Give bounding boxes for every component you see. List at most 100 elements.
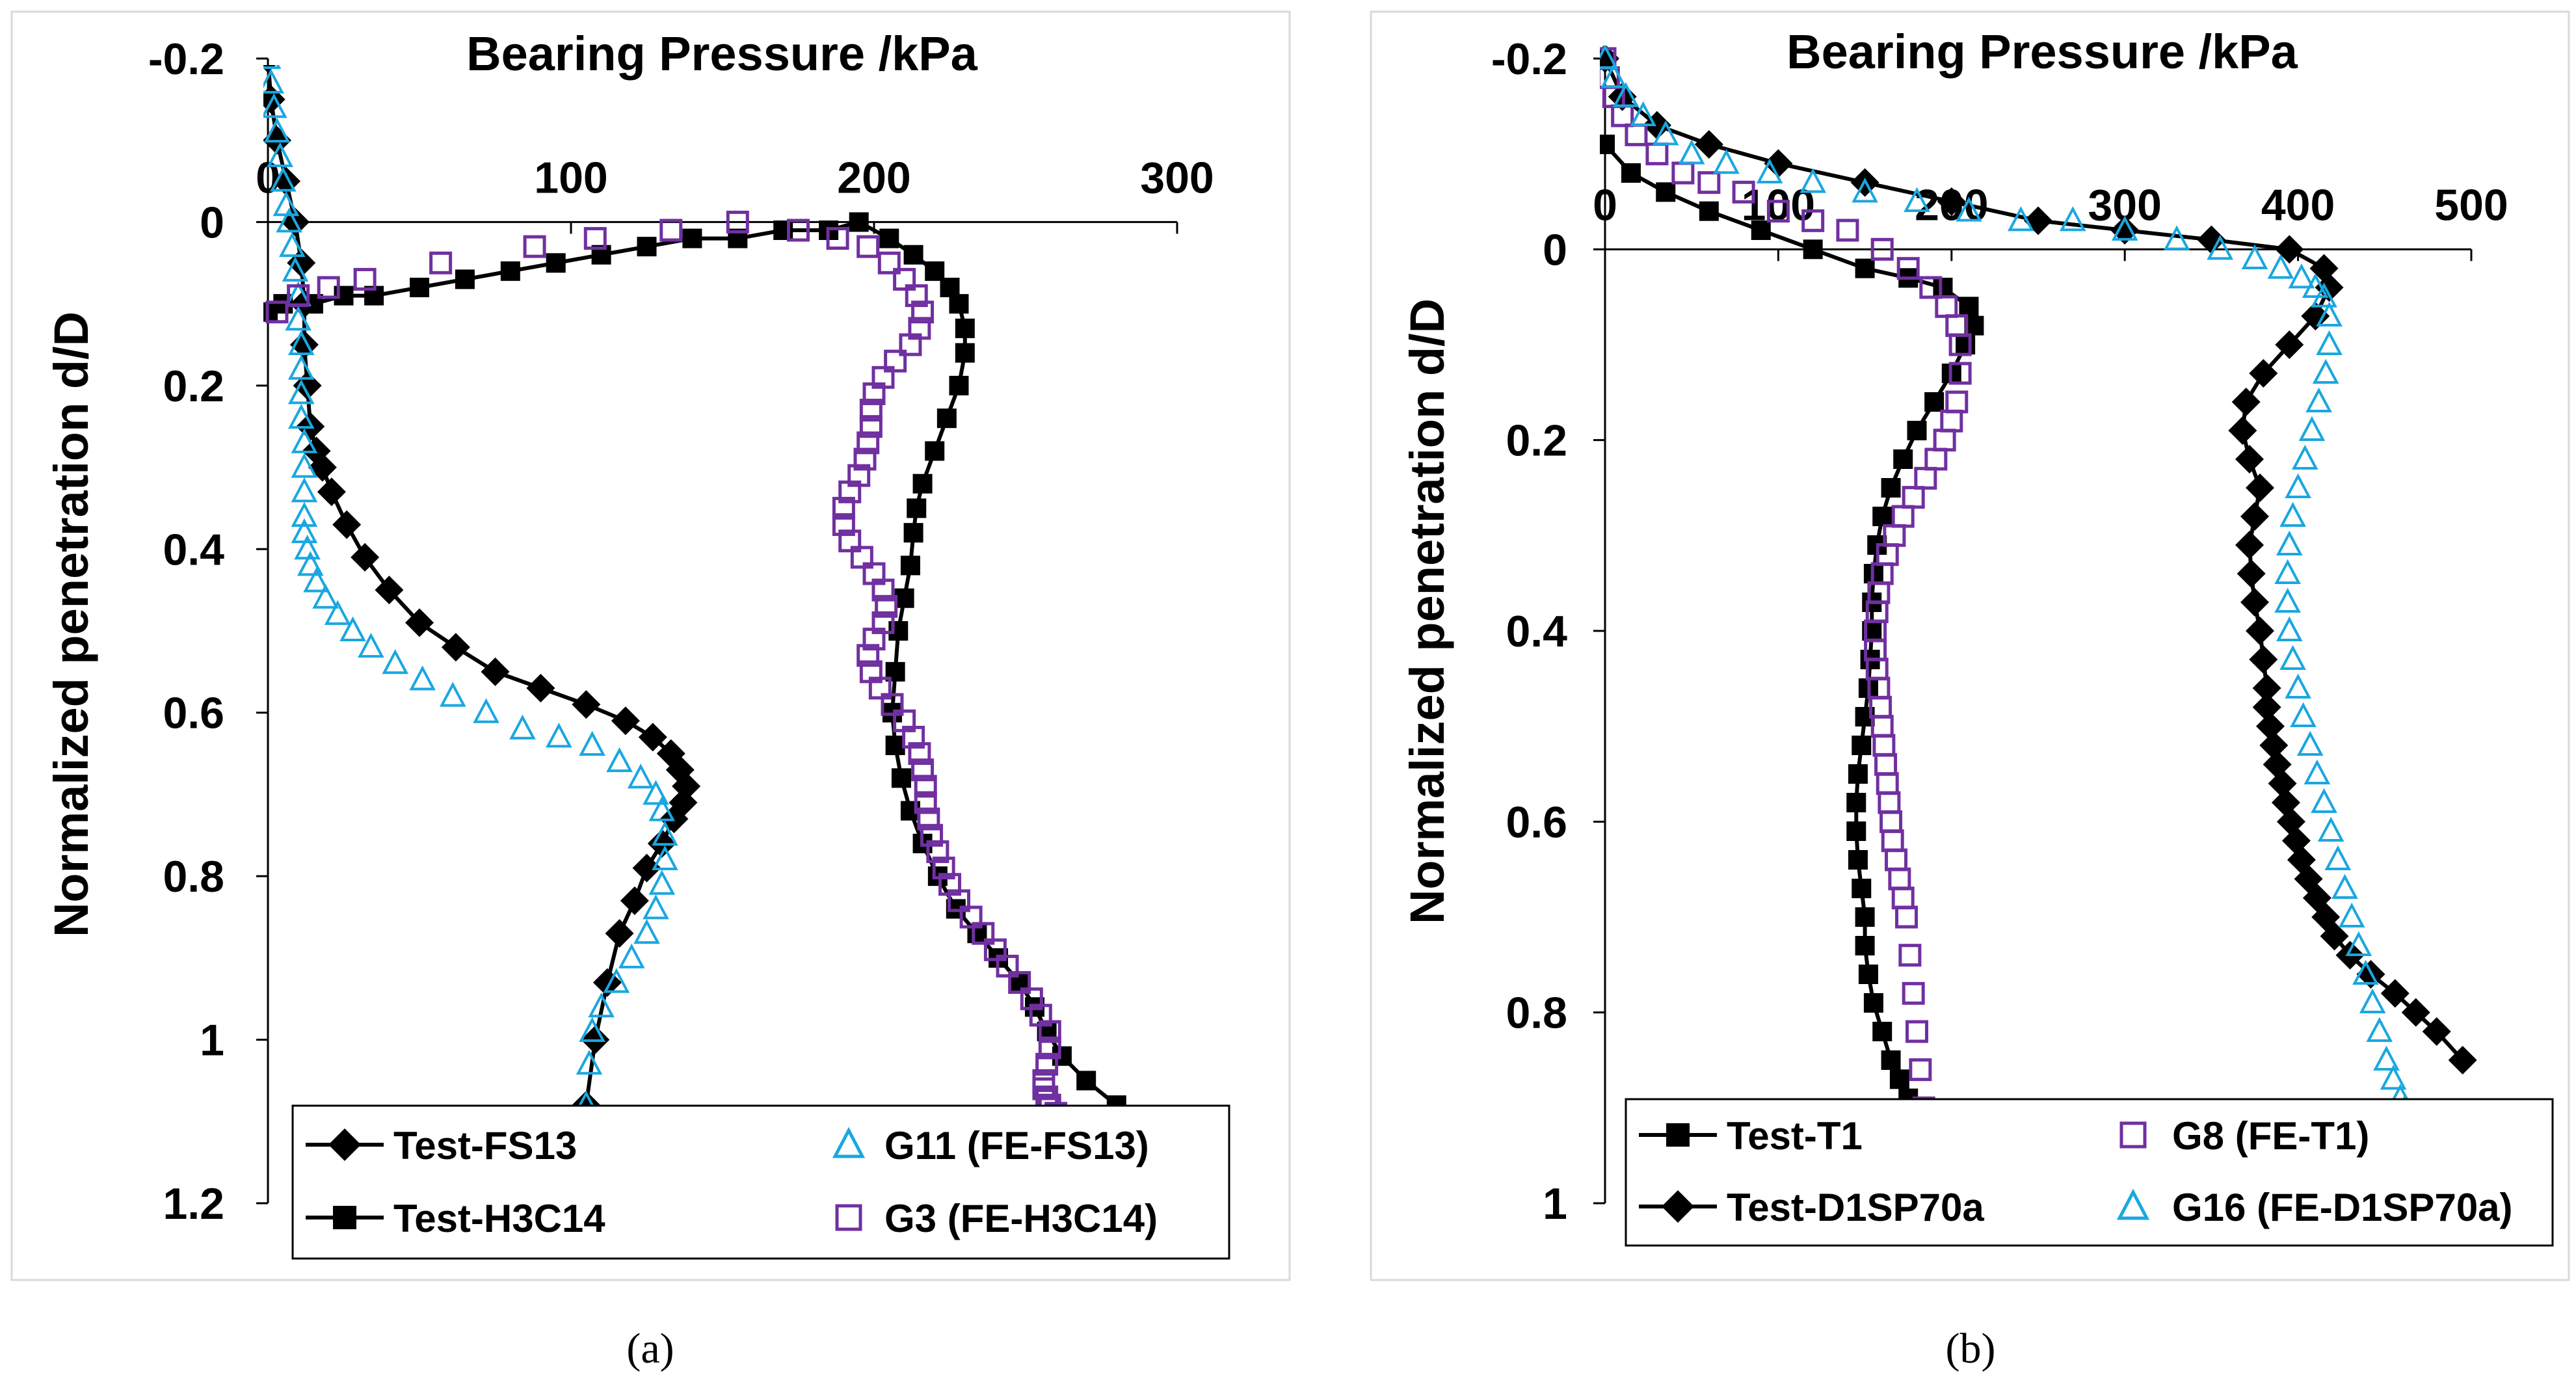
data-point <box>853 447 877 471</box>
data-point <box>1038 1036 1061 1059</box>
data-point <box>2279 501 2306 527</box>
data-point <box>358 632 384 658</box>
data-point <box>949 375 969 395</box>
data-point <box>605 919 634 948</box>
data-point <box>303 567 330 593</box>
y-tick-label: 0.6 <box>1506 797 1567 847</box>
data-point <box>826 227 849 250</box>
data-point <box>891 768 911 788</box>
data-point <box>2268 769 2297 798</box>
panel-label-a: (a) <box>626 1325 674 1372</box>
data-point <box>914 775 937 798</box>
data-point <box>911 758 935 782</box>
data-point <box>1891 505 1915 528</box>
y-tick-label: 0.8 <box>163 852 224 901</box>
data-point <box>682 228 702 248</box>
data-point <box>2285 673 2311 699</box>
data-point <box>282 256 309 282</box>
data-point <box>1907 421 1927 440</box>
data-point <box>1621 163 1641 183</box>
y-tick-label: 0.4 <box>1506 607 1567 656</box>
data-point <box>606 747 633 773</box>
data-point <box>278 232 306 258</box>
data-point <box>2279 645 2306 670</box>
data-point <box>903 523 923 543</box>
legend-entry-test-fs13: Test-FS13 <box>306 1124 577 1167</box>
legend-label-g16: G16 (FE-D1SP70a) <box>2172 1186 2513 1229</box>
series-g8-fe-t1 <box>1600 47 1972 1119</box>
data-point <box>2288 263 2315 289</box>
data-point <box>263 93 287 118</box>
data-point <box>2324 845 2352 870</box>
data-point <box>894 588 914 608</box>
data-point <box>2275 330 2304 359</box>
data-point <box>2401 998 2430 1027</box>
y-tick-label: 0.6 <box>163 689 224 738</box>
data-point <box>879 228 899 248</box>
y-tick-label: 0 <box>1543 225 1567 274</box>
data-point <box>546 253 566 273</box>
legend-entry-test-t1: Test-T1 <box>1639 1114 1863 1158</box>
data-point <box>832 513 855 537</box>
data-point <box>652 821 678 846</box>
data-point <box>633 918 660 944</box>
data-point <box>1893 449 1913 469</box>
data-point <box>1924 392 1945 412</box>
data-point <box>1697 171 1721 194</box>
data-point <box>382 649 409 674</box>
series-g11-fe-fs13 <box>263 65 678 1116</box>
data-point <box>2302 273 2329 298</box>
data-point <box>648 796 676 821</box>
data-point <box>900 555 920 576</box>
data-point <box>1848 850 1868 870</box>
x-tick-label: 500 <box>2434 180 2508 230</box>
data-point <box>1898 944 1922 967</box>
data-point <box>1909 1058 1932 1082</box>
data-point <box>972 922 995 945</box>
y-tick-label: 1 <box>1543 1179 1567 1229</box>
data-point <box>1872 1022 1892 1041</box>
data-point <box>1764 149 1793 178</box>
data-point <box>1870 715 1894 738</box>
data-point <box>2345 931 2372 956</box>
data-point <box>603 968 630 993</box>
data-point <box>2252 674 2281 702</box>
data-point <box>905 284 928 308</box>
data-point <box>317 477 346 507</box>
data-point <box>287 330 315 355</box>
data-point <box>1876 772 1899 795</box>
data-point <box>1888 867 1911 890</box>
data-point <box>1652 120 1679 146</box>
data-point <box>2252 693 2281 722</box>
data-point <box>583 227 607 250</box>
data-point <box>324 600 351 625</box>
data-point <box>500 261 520 281</box>
data-point <box>2317 816 2344 842</box>
data-point <box>263 65 282 69</box>
data-point <box>1038 1020 1061 1043</box>
data-point <box>2380 979 2410 1008</box>
data-point <box>920 823 944 847</box>
data-point <box>1924 447 1948 471</box>
data-point <box>1600 46 1619 73</box>
data-point <box>1935 295 1958 318</box>
x-tick-label: 0 <box>1593 180 1617 230</box>
data-point <box>2245 473 2274 502</box>
data-point <box>2207 235 2234 260</box>
y-tick-label: 1.2 <box>163 1179 224 1229</box>
data-point <box>925 261 945 281</box>
data-point <box>2285 473 2311 498</box>
data-point <box>2237 559 2266 588</box>
data-point <box>881 693 904 716</box>
data-point <box>287 403 315 429</box>
data-point <box>1852 736 1872 755</box>
data-point <box>1956 335 1976 354</box>
data-point <box>455 269 475 289</box>
data-point <box>856 431 880 455</box>
data-point <box>1902 981 1925 1005</box>
y-tick-label: -0.2 <box>148 34 224 84</box>
data-point <box>2274 587 2301 613</box>
x-tick-label: 300 <box>1140 153 1214 202</box>
data-point <box>2298 416 2326 441</box>
series-test-fs13 <box>263 65 701 1120</box>
